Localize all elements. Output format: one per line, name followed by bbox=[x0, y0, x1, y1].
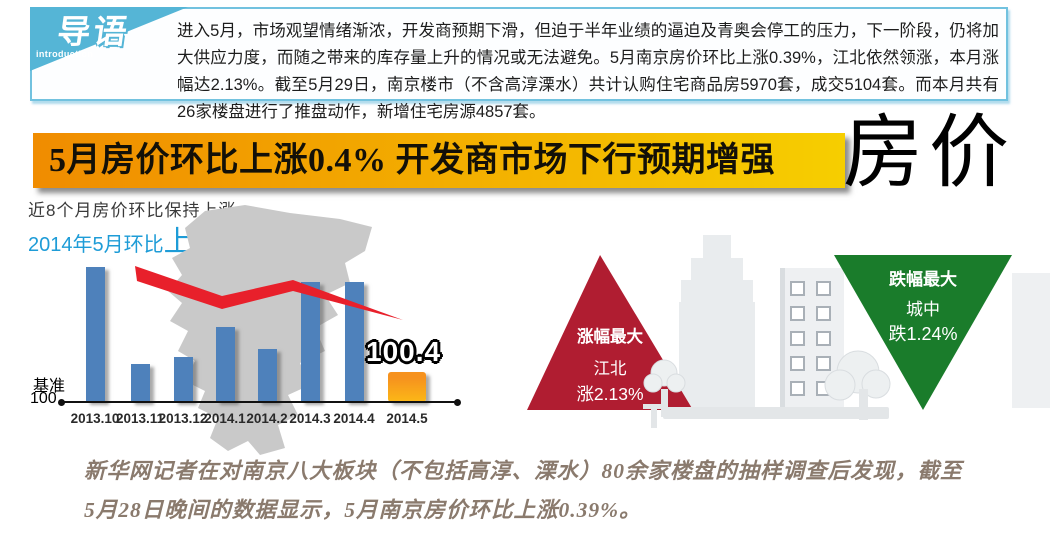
baseline-label: 基准 bbox=[33, 378, 66, 395]
axis-dot-right bbox=[454, 399, 461, 406]
footer-line-2: 5月28日晚间的数据显示，5月南京房价环比上涨0.39%。 bbox=[84, 498, 642, 522]
bar-2014.2 bbox=[257, 349, 277, 402]
bar-2013.12 bbox=[173, 357, 193, 402]
badge-region: 城中 bbox=[906, 300, 940, 319]
x-tick-label: 2014.4 bbox=[333, 411, 375, 426]
bar-2014.5 bbox=[388, 372, 426, 402]
x-tick-label: 2014.2 bbox=[246, 411, 288, 426]
city-foreground bbox=[643, 350, 891, 428]
baseline-value: 100 bbox=[30, 390, 57, 407]
x-tick-label: 2013.11 bbox=[115, 411, 165, 426]
x-tick-label: 2014.3 bbox=[289, 411, 331, 426]
badge-value: 跌1.24% bbox=[888, 324, 958, 344]
bar-2013.11 bbox=[130, 364, 150, 402]
small-tree-icon bbox=[643, 359, 686, 417]
bar-2013.10 bbox=[85, 267, 105, 402]
badge-title: 涨幅最大 bbox=[577, 328, 643, 346]
trend-ribbon bbox=[135, 266, 403, 320]
headline-banner: 5月房价环比上涨0.4% 开发商市场下行预期增强 bbox=[33, 133, 845, 188]
intro-logo-subtitle: introduction bbox=[36, 49, 94, 59]
signpost-icon bbox=[643, 404, 665, 428]
footer-note: 新华网记者在对南京八大板块（不包括高淳、溧水）80余家楼盘的抽样调查后发现，截至… bbox=[84, 452, 963, 530]
chart-caption: 近8个月房价环比保持上涨 bbox=[28, 201, 237, 220]
subcaption-prefix: 2014年5月环比 bbox=[28, 234, 164, 256]
intro-box: 导语 introduction 进入5月，市场观望情绪渐浓，开发商预期下滑，但迫… bbox=[30, 7, 1008, 121]
footer-line-1: 新华网记者在对南京八大板块（不包括高淳、溧水）80余家楼盘的抽样调查后发现，截至 bbox=[84, 459, 963, 483]
badge-value: 涨2.13% bbox=[576, 384, 644, 404]
x-tick-label: 2014.5 bbox=[386, 411, 428, 426]
bar-2014.3 bbox=[300, 282, 320, 402]
bar-2014.1 bbox=[215, 327, 235, 402]
x-axis bbox=[62, 401, 458, 403]
intro-logo: 导语 bbox=[55, 13, 133, 50]
axis-dot-left bbox=[58, 399, 65, 406]
city-skyline bbox=[679, 235, 1050, 408]
value-annotation: 100.4 bbox=[366, 336, 442, 367]
badge-region: 江北 bbox=[593, 360, 627, 378]
bar-2014.4 bbox=[344, 282, 364, 402]
x-tick-label: 2013.10 bbox=[70, 411, 120, 426]
x-tick-label: 2014.1 bbox=[204, 411, 246, 426]
tree-icon bbox=[824, 350, 891, 420]
section-title: 房价 bbox=[843, 108, 1015, 197]
intro-paragraph: 进入5月，市场观望情绪渐浓，开发商预期下滑，但迫于半年业绩的逼迫及青奥会停工的压… bbox=[177, 22, 999, 121]
badge-title: 跌幅最大 bbox=[889, 270, 957, 289]
x-tick-label: 2013.12 bbox=[158, 411, 208, 426]
